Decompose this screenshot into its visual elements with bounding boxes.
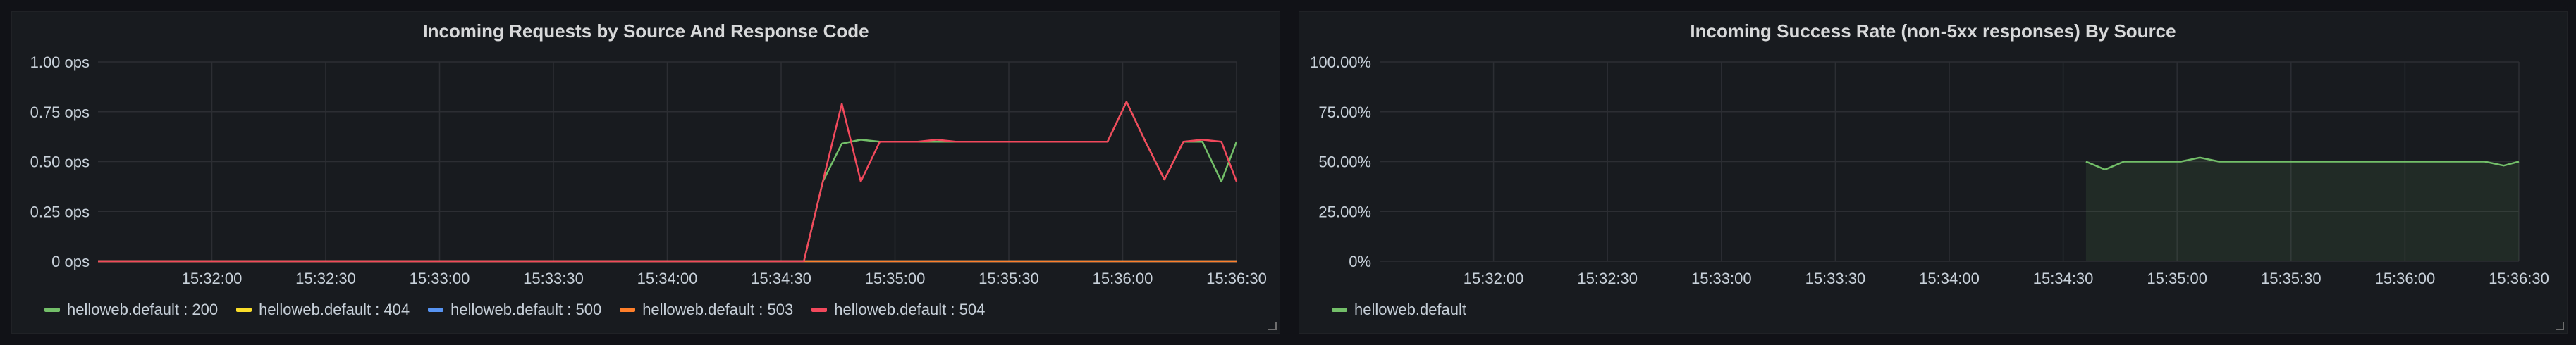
x-tick-label: 15:35:00 [865, 270, 926, 287]
success-rate-legend: helloweb.default [1332, 301, 1466, 319]
x-tick-label: 15:35:30 [979, 270, 1039, 287]
series-line [98, 101, 1238, 263]
y-tick-label: 0.50 ops [30, 153, 90, 171]
legend-swatch [1332, 308, 1347, 312]
y-tick-label: 1.00 ops [30, 54, 90, 71]
legend-label: helloweb.default : 404 [259, 301, 410, 318]
legend-swatch [44, 308, 60, 312]
legend-label: helloweb.default [1354, 301, 1467, 318]
legend-label: helloweb.default : 500 [450, 301, 602, 318]
x-tick-label: 15:33:30 [1805, 270, 1866, 287]
x-tick-label: 15:34:00 [1919, 270, 1980, 287]
x-tick-label: 15:33:00 [410, 270, 470, 287]
x-tick-label: 15:34:30 [751, 270, 811, 287]
legend-item[interactable]: helloweb.default : 504 [811, 301, 985, 319]
series-area-fill [2085, 157, 2519, 261]
x-tick-label: 15:34:00 [637, 270, 698, 287]
legend-swatch [811, 308, 828, 312]
y-tick-label: 0% [1349, 253, 1371, 270]
legend-swatch [620, 308, 636, 312]
legend-item[interactable]: helloweb.default : 200 [44, 301, 218, 319]
x-tick-label: 15:36:00 [1093, 270, 1153, 287]
resize-handle-icon[interactable] [2556, 322, 2564, 330]
x-tick-label: 15:35:00 [2147, 270, 2207, 287]
y-tick-label: 0.25 ops [30, 203, 90, 220]
y-tick-label: 100.00% [1310, 54, 1371, 71]
y-tick-label: 75.00% [1318, 104, 1371, 121]
legend-label: helloweb.default : 503 [642, 301, 794, 318]
x-tick-label: 15:34:30 [2033, 270, 2094, 287]
series-line [2085, 156, 2520, 171]
legend-label: helloweb.default : 504 [834, 301, 986, 318]
requests-chart: 0 ops 0.25 ops 0.50 ops 0.75 ops 1.00 ops 15:… [30, 54, 1267, 287]
legend-item[interactable]: helloweb.default : 503 [620, 301, 793, 319]
legend-item[interactable]: helloweb.default : 500 [428, 301, 601, 319]
panel-title[interactable]: Incoming Success Rate (non-5xx responses… [1690, 20, 2176, 42]
y-tick-label: 0 ops [51, 253, 90, 270]
legend-item[interactable]: helloweb.default : 404 [236, 301, 410, 319]
x-tick-label: 15:36:30 [1206, 270, 1267, 287]
x-tick-label: 15:35:30 [2261, 270, 2322, 287]
legend-label: helloweb.default : 200 [67, 301, 219, 318]
x-tick-label: 15:32:00 [1464, 270, 1524, 287]
success-rate-panel: Incoming Success Rate (non-5xx responses… [1299, 11, 2568, 334]
x-tick-label: 15:36:30 [2489, 270, 2549, 287]
y-tick-label: 0.75 ops [30, 104, 90, 121]
x-tick-label: 15:32:30 [295, 270, 356, 287]
y-tick-label: 50.00% [1318, 153, 1371, 171]
x-tick-label: 15:33:00 [1691, 270, 1752, 287]
requests-panel: Incoming Requests by Source And Response… [11, 11, 1280, 334]
panel-title[interactable]: Incoming Requests by Source And Response… [422, 20, 869, 42]
x-tick-label: 15:32:00 [182, 270, 243, 287]
success-rate-chart: 0% 25.00% 50.00% 75.00% 100.00% 15:32:00 15:32… [1310, 54, 2549, 287]
legend-item[interactable]: helloweb.default [1332, 301, 1466, 319]
requests-legend: helloweb.default : 200 helloweb.default :… [44, 301, 985, 319]
x-tick-label: 15:32:30 [1577, 270, 1638, 287]
legend-swatch [428, 308, 444, 312]
y-tick-label: 25.00% [1318, 203, 1371, 220]
x-tick-label: 15:33:30 [523, 270, 584, 287]
x-tick-label: 15:36:00 [2375, 270, 2436, 287]
resize-handle-icon[interactable] [1268, 322, 1277, 330]
legend-swatch [236, 308, 252, 312]
